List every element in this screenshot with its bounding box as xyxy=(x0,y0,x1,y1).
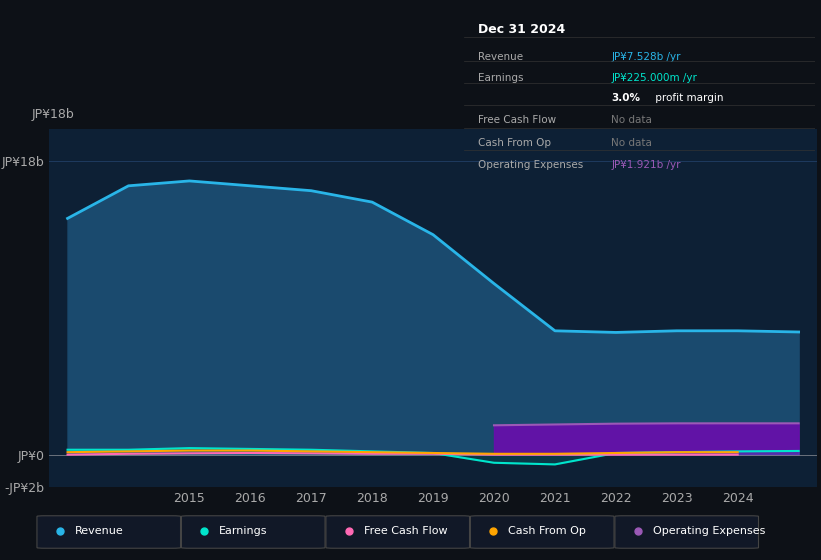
FancyBboxPatch shape xyxy=(326,516,470,548)
FancyBboxPatch shape xyxy=(615,516,759,548)
Text: Cash From Op: Cash From Op xyxy=(478,138,551,148)
Text: Revenue: Revenue xyxy=(478,52,523,62)
Text: No data: No data xyxy=(612,115,653,125)
Text: 3.0%: 3.0% xyxy=(612,93,640,103)
Text: JP¥1.921b /yr: JP¥1.921b /yr xyxy=(612,160,681,170)
Text: Dec 31 2024: Dec 31 2024 xyxy=(478,23,565,36)
Text: JP¥18b: JP¥18b xyxy=(31,108,74,120)
Text: Free Cash Flow: Free Cash Flow xyxy=(478,115,556,125)
Text: Operating Expenses: Operating Expenses xyxy=(653,526,765,536)
Text: Earnings: Earnings xyxy=(478,73,524,83)
Text: Free Cash Flow: Free Cash Flow xyxy=(364,526,447,536)
FancyBboxPatch shape xyxy=(37,516,181,548)
Text: JP¥225.000m /yr: JP¥225.000m /yr xyxy=(612,73,697,83)
Text: Operating Expenses: Operating Expenses xyxy=(478,160,583,170)
Text: Cash From Op: Cash From Op xyxy=(508,526,586,536)
Text: No data: No data xyxy=(612,138,653,148)
Text: Earnings: Earnings xyxy=(219,526,268,536)
Text: Revenue: Revenue xyxy=(75,526,123,536)
Text: JP¥7.528b /yr: JP¥7.528b /yr xyxy=(612,52,681,62)
Text: profit margin: profit margin xyxy=(652,93,723,103)
FancyBboxPatch shape xyxy=(470,516,614,548)
FancyBboxPatch shape xyxy=(181,516,325,548)
